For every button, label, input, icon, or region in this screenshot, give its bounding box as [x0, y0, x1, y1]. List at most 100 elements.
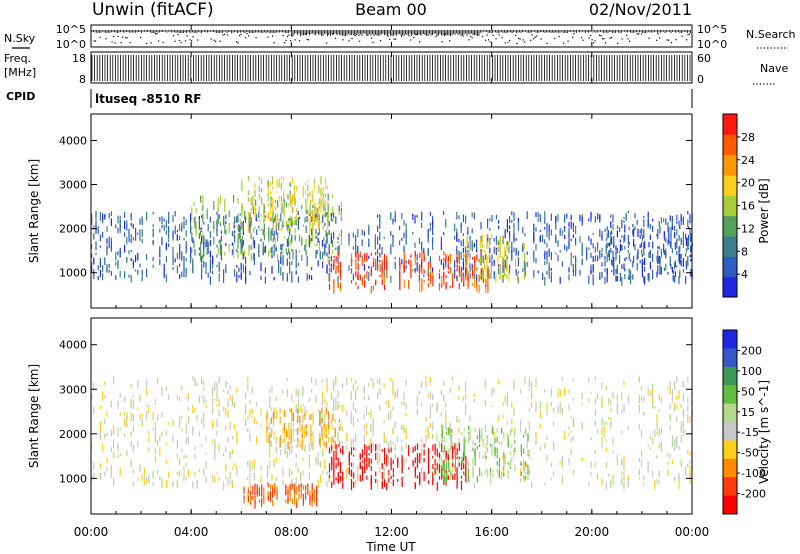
range-cell: [240, 262, 242, 271]
range-cell: [396, 388, 398, 398]
range-cell: [469, 427, 471, 436]
range-cell: [185, 267, 187, 273]
range-cell: [590, 211, 592, 219]
range-cell: [533, 232, 535, 241]
range-cell: [179, 459, 181, 465]
range-cell: [438, 440, 440, 449]
range-cell: [667, 469, 669, 477]
range-cell: [405, 442, 407, 449]
range-cell: [298, 497, 300, 501]
range-cell: [687, 463, 689, 467]
range-cell: [659, 265, 661, 272]
range-cell: [276, 179, 278, 184]
range-cell: [449, 254, 452, 257]
range-cell: [511, 220, 513, 223]
range-cell: [544, 252, 546, 260]
range-cell: [249, 478, 251, 487]
range-cell: [322, 437, 324, 441]
range-cell: [357, 254, 359, 258]
range-cell: [313, 211, 315, 214]
range-cell: [656, 255, 658, 262]
range-cell: [286, 258, 288, 266]
range-cell: [334, 427, 336, 437]
range-cell: [660, 427, 662, 434]
range-cell: [355, 380, 357, 384]
range-cell: [463, 253, 465, 258]
range-cell: [359, 457, 361, 460]
range-cell: [542, 273, 544, 281]
range-cell: [203, 235, 205, 241]
range-cell: [643, 261, 645, 265]
range-cell: [102, 213, 104, 220]
range-cell: [408, 279, 410, 286]
range-cell: [227, 410, 229, 417]
range-cell: [467, 227, 469, 230]
range-cell: [621, 410, 623, 414]
range-cell: [368, 382, 370, 387]
range-cell: [268, 422, 270, 430]
range-cell: [461, 456, 463, 464]
range-cell: [403, 249, 405, 252]
range-cell: [623, 481, 625, 491]
range-cell: [513, 381, 515, 391]
range-cell: [484, 399, 486, 406]
range-cell: [605, 439, 607, 442]
range-cell: [405, 403, 407, 410]
range-cell: [239, 213, 241, 216]
range-cell: [669, 403, 671, 410]
range-cell: [546, 231, 548, 238]
range-cell: [508, 247, 510, 254]
range-cell: [304, 425, 306, 434]
noise-sky-label: N.Sky: [4, 32, 36, 45]
range-cell: [253, 256, 255, 260]
range-cell: [572, 234, 574, 238]
range-cell: [601, 230, 603, 238]
range-cell: [355, 389, 357, 395]
range-cell: [305, 486, 307, 490]
velocity-colorbar-tick-label: 15: [741, 406, 755, 419]
range-cell: [295, 462, 297, 468]
range-cell: [368, 395, 370, 401]
range-cell: [456, 275, 458, 282]
range-cell: [179, 396, 181, 401]
range-cell: [502, 467, 504, 470]
range-cell: [471, 256, 474, 260]
range-cell: [581, 259, 583, 264]
range-cell: [493, 246, 495, 254]
range-cell: [390, 411, 392, 420]
range-cell: [427, 235, 429, 243]
range-cell: [546, 259, 548, 265]
range-cell: [202, 254, 204, 260]
range-cell: [152, 240, 154, 244]
range-cell: [392, 406, 394, 411]
range-cell: [553, 441, 555, 451]
range-cell: [117, 455, 119, 458]
range-cell: [647, 272, 649, 281]
range-cell: [323, 251, 325, 255]
range-cell: [106, 457, 108, 464]
range-cell: [643, 242, 645, 250]
range-cell: [316, 499, 318, 507]
range-cell: [660, 217, 662, 224]
range-cell: [443, 394, 445, 398]
range-cell: [218, 261, 220, 269]
range-cell: [283, 423, 286, 431]
range-cell: [462, 257, 464, 265]
range-cell: [290, 438, 292, 444]
range-cell: [119, 255, 121, 258]
range-cell: [372, 261, 375, 267]
range-cell: [99, 463, 101, 469]
range-cell: [495, 249, 497, 253]
range-cell: [557, 388, 559, 391]
range-cell: [498, 268, 500, 275]
range-cell: [302, 439, 304, 443]
range-cell: [319, 474, 321, 483]
range-cell: [176, 265, 178, 274]
range-cell: [205, 461, 207, 470]
range-cell: [687, 238, 689, 247]
range-cell: [117, 428, 119, 437]
noise-search-dot: [287, 36, 289, 38]
range-cell: [179, 274, 181, 279]
range-cell: [515, 248, 517, 257]
range-cell: [321, 418, 323, 424]
